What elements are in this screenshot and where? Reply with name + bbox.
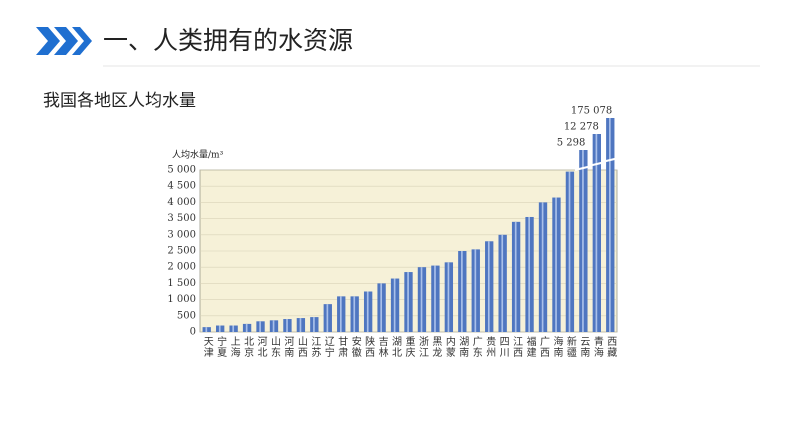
bar-highlight <box>541 202 544 332</box>
x-tick-label: 新疆 <box>564 335 576 358</box>
x-tick-label: 广西 <box>538 336 550 358</box>
x-tick-label: 辽宁 <box>322 336 334 358</box>
y-tick-label: 3 500 <box>167 213 196 224</box>
bar-highlight <box>407 272 409 332</box>
value-label: 5 298 <box>557 138 586 149</box>
bar-highlight <box>259 321 261 332</box>
y-axis-label: 人均水量/m³ <box>172 149 224 161</box>
bar-highlight <box>447 262 450 332</box>
bar-highlight <box>232 325 235 332</box>
bar-highlight <box>353 296 356 332</box>
header-icon <box>36 27 92 55</box>
bar-highlight <box>514 221 517 332</box>
y-tick-label: 5 000 <box>167 165 196 176</box>
bar-highlight <box>568 171 571 332</box>
x-tick-label: 河南 <box>282 336 294 358</box>
bar-highlight <box>501 234 504 332</box>
bar-highlight <box>272 320 275 332</box>
bar-highlight <box>205 327 208 332</box>
x-tick-label: 云南 <box>578 336 590 358</box>
y-tick-label: 4 500 <box>167 181 196 192</box>
bar-highlight <box>474 249 477 332</box>
x-tick-label: 青海 <box>591 335 603 358</box>
x-tick-label: 浙江 <box>416 336 428 358</box>
bar-highlight <box>313 317 315 332</box>
bar-highlight <box>299 318 302 332</box>
x-tick-label: 内蒙 <box>443 335 455 358</box>
bar-highlight <box>461 251 463 332</box>
x-tick-label: 山西 <box>295 336 307 358</box>
bar-highlight <box>326 304 329 332</box>
bar-highlight <box>487 241 490 332</box>
x-tick-label: 江苏 <box>309 336 321 358</box>
x-tick-label: 天津 <box>201 336 213 358</box>
bar-highlight <box>245 323 248 332</box>
y-tick-label: 3 000 <box>167 229 196 240</box>
x-tick-label: 西藏 <box>605 336 617 358</box>
x-tick-label: 安徽 <box>349 335 361 358</box>
x-tick-label: 陕西 <box>363 335 375 358</box>
y-tick-label: 1 000 <box>167 294 196 305</box>
bar-highlight <box>286 319 288 332</box>
bar-highlight <box>380 283 383 332</box>
x-tick-label: 甘肃 <box>336 335 348 358</box>
x-tick-label: 湖北 <box>390 336 402 358</box>
x-tick-label: 海南 <box>551 335 563 358</box>
x-tick-label: 上海 <box>228 336 240 358</box>
value-label: 12 278 <box>564 122 599 133</box>
bar-highlight <box>609 118 611 332</box>
bar-highlight <box>595 134 598 332</box>
bar-highlight <box>393 278 396 332</box>
axis-break <box>601 157 619 163</box>
y-tick-label: 4 000 <box>167 197 196 208</box>
bar-highlight <box>582 150 584 332</box>
x-tick-label: 湖南 <box>457 336 469 358</box>
bar-highlight <box>434 265 436 332</box>
bar-highlight <box>555 197 557 332</box>
bar-highlight <box>528 216 530 332</box>
x-tick-label: 重庆 <box>403 335 415 358</box>
x-tick-label: 江西 <box>511 336 523 358</box>
value-label: 175 078 <box>571 106 612 117</box>
x-tick-label: 吉林 <box>376 336 388 358</box>
bar-highlight <box>218 325 221 332</box>
x-tick-label: 宁夏 <box>215 335 227 358</box>
slide-title: 一、人类拥有的水资源 <box>103 26 353 55</box>
x-tick-label: 北京 <box>242 336 254 358</box>
y-tick-label: 500 <box>177 310 196 321</box>
x-tick-label: 山东 <box>268 336 280 358</box>
y-tick-label: 2 500 <box>167 246 196 257</box>
x-tick-label: 黑龙 <box>430 336 442 358</box>
x-tick-label: 广东 <box>470 336 482 358</box>
x-tick-label: 贵州 <box>484 335 496 358</box>
bar-highlight <box>339 296 342 332</box>
y-tick-label: 0 <box>190 327 196 338</box>
chart-title: 我国各地区人均水量 <box>43 91 196 111</box>
bar-highlight <box>420 267 423 332</box>
y-tick-label: 1 500 <box>167 278 196 289</box>
x-tick-label: 福建 <box>524 335 536 358</box>
bar-highlight <box>366 291 369 332</box>
x-tick-label: 河北 <box>255 336 267 358</box>
x-tick-label: 四川 <box>497 336 509 358</box>
y-tick-label: 2 000 <box>167 262 196 273</box>
